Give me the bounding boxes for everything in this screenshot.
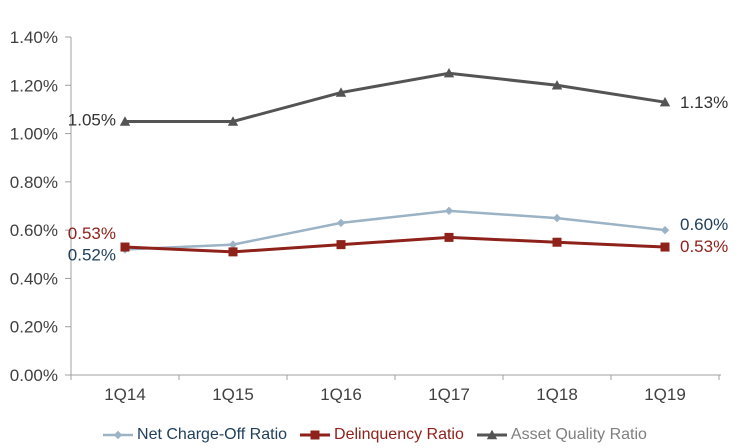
marker-square-icon <box>310 430 320 440</box>
legend-label-asset-quality-ratio: Asset Quality Ratio <box>510 426 647 443</box>
legend-label-net-charge-off-ratio: Net Charge-Off Ratio <box>137 426 288 443</box>
marker-square-icon <box>228 247 238 257</box>
marker-square-icon <box>120 242 130 252</box>
y-axis-tick-label: 0.80% <box>10 173 58 192</box>
marker-square-icon <box>552 237 562 247</box>
marker-triangle-icon <box>335 87 347 97</box>
marker-square-icon <box>444 232 454 242</box>
legend-item-delinquency-ratio: Delinquency Ratio <box>300 426 464 444</box>
legend-marker-square-icon <box>300 430 331 440</box>
series-line-0 <box>124 209 666 251</box>
marker-diamond-icon <box>552 213 562 223</box>
data-point-label: 0.52% <box>68 245 116 264</box>
series-line-2 <box>125 71 666 123</box>
data-point-label: 1.05% <box>68 111 116 130</box>
chart-legend: Net Charge-Off Ratio Delinquency Ratio A… <box>0 420 750 448</box>
marker-diamond-icon <box>113 430 123 440</box>
data-point-label: 1.13% <box>680 93 728 112</box>
marker-triangle-icon <box>659 96 671 107</box>
marker-diamond-icon <box>444 206 454 216</box>
chart-plot-area: 0.00% 0.20% 0.40% 0.60% 0.80% 1.00% 1.20% 1.40%… <box>10 28 728 404</box>
y-axis-tick-label: 0.40% <box>10 269 58 288</box>
y-axis-tick-label: 0.20% <box>10 318 58 337</box>
data-point-label: 0.60% <box>680 215 728 234</box>
x-axis-tick-label: 1Q14 <box>104 385 146 404</box>
legend-marker-diamond-icon <box>103 430 134 440</box>
marker-diamond-icon <box>660 225 670 235</box>
x-axis-tick-label: 1Q16 <box>320 385 362 404</box>
marker-square-icon <box>660 242 670 252</box>
marker-triangle-icon <box>227 116 239 126</box>
marker-square-icon <box>336 240 346 250</box>
y-axis-tick-label: 0.00% <box>10 366 58 385</box>
legend-label-delinquency-ratio: Delinquency Ratio <box>334 426 464 443</box>
marker-triangle-icon <box>486 429 498 440</box>
x-axis-tick-label: 1Q18 <box>536 385 578 404</box>
data-point-label: 0.53% <box>68 224 116 243</box>
legend-marker-triangle-icon <box>476 429 507 440</box>
y-axis-tick-label: 1.40% <box>10 28 58 47</box>
x-axis-tick-label: 1Q17 <box>428 385 470 404</box>
marker-diamond-icon <box>336 218 346 228</box>
series-line-1 <box>124 235 666 254</box>
legend-item-asset-quality-ratio: Asset Quality Ratio <box>476 426 647 444</box>
marker-triangle-icon <box>119 116 131 126</box>
y-axis-tick-label: 0.60% <box>10 221 58 240</box>
marker-diamond-icon <box>228 240 238 249</box>
data-point-label: 0.53% <box>680 237 728 256</box>
marker-triangle-icon <box>443 68 455 78</box>
x-axis-tick-label: 1Q19 <box>644 385 686 404</box>
y-axis-tick-label: 1.20% <box>10 76 58 95</box>
x-axis-tick-label: 1Q15 <box>212 385 254 404</box>
legend-item-net-charge-off-ratio: Net Charge-Off Ratio <box>103 426 287 444</box>
marker-triangle-icon <box>551 80 563 90</box>
y-axis-tick-label: 1.00% <box>10 125 58 144</box>
